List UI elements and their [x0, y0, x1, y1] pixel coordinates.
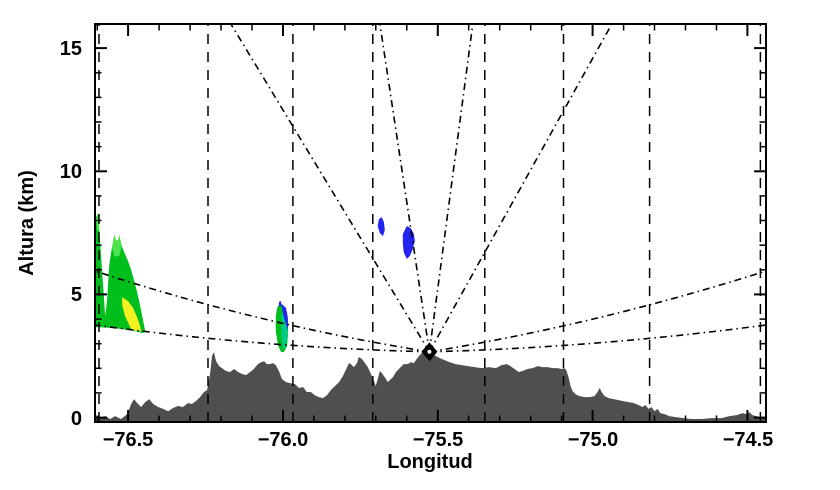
- y-tick-label-15: 15: [60, 38, 82, 60]
- radar-site-marker-layer: [421, 342, 438, 362]
- beams-and-range-marks-layer: [94, 23, 767, 422]
- axis-labels-layer: −76.5 −76.0 −75.5 −75.0 −74.5 0 5 10 15 …: [16, 38, 773, 473]
- terrain-silhouette: [95, 350, 767, 422]
- y-tick-label-10: 10: [60, 161, 82, 183]
- low-beam-curve-4: [429, 324, 767, 353]
- echo-region-upper-blue-cell-west: [377, 217, 385, 237]
- x-tick-label-5: −74.5: [723, 429, 774, 451]
- steep-beam-line-3: [428, 23, 474, 352]
- steep-beam-line-4: [428, 23, 613, 353]
- y-tick-label-0: 0: [71, 408, 82, 430]
- echo-region-mid-cell-blue-edge: [281, 304, 288, 331]
- plot-border: [94, 23, 767, 423]
- radar-marker-center-dot: [427, 349, 432, 354]
- low-beam-curve-2: [94, 324, 430, 353]
- x-tick-label-1: −76.5: [103, 429, 154, 451]
- echo-region-west-cell-bright-tip-1: [96, 213, 100, 231]
- x-tick-label-2: −76.0: [258, 429, 309, 451]
- echo-region-west-cell-yellow-core: [122, 297, 142, 332]
- x-axis-title: Longitud: [387, 451, 473, 473]
- echo-region-mid-cell-blue-dot: [278, 301, 282, 307]
- terrain-profile-layer: [95, 350, 767, 422]
- low-beam-curve-3: [429, 270, 767, 353]
- axes-layer: [94, 23, 767, 423]
- x-tick-label-4: −75.0: [568, 429, 619, 451]
- low-beam-curve-1: [94, 270, 430, 353]
- y-tick-label-5: 5: [71, 284, 82, 306]
- echo-region-west-cell-bright-tip-2: [112, 234, 122, 257]
- steep-beam-line-2: [379, 23, 431, 352]
- x-tick-label-3: −75.5: [413, 429, 464, 451]
- steep-beam-line-1: [230, 23, 431, 353]
- y-axis-title: Altura (km): [16, 170, 38, 276]
- echo-region-west-cell-green: [95, 214, 146, 334]
